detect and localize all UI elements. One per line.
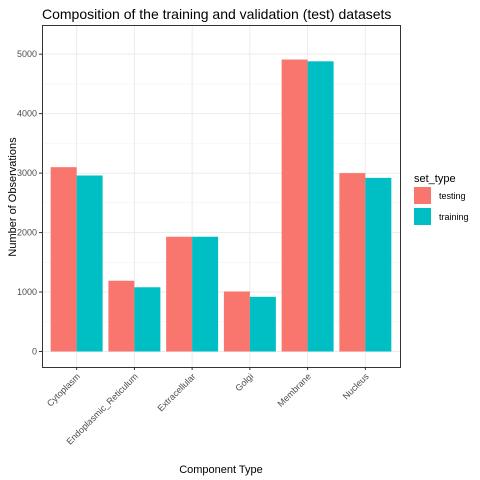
- bar-testing-nucleus: [339, 173, 366, 352]
- bar-training-nucleus: [365, 177, 392, 352]
- legend-title: set_type: [414, 173, 456, 185]
- bar-training-membrane: [307, 61, 334, 352]
- y-tick-label: 3000: [17, 168, 37, 178]
- bar-testing-cytoplasm: [50, 167, 77, 352]
- x-axis-title: Component Type: [179, 464, 263, 476]
- plot-panel-border: [42, 25, 401, 368]
- y-tick-label: 0: [32, 347, 37, 357]
- y-axis-ticks: 0 1000 2000 3000 4000 5000: [17, 49, 42, 357]
- bar-training-golgi: [249, 296, 276, 352]
- bar-training-cytoplasm: [76, 175, 103, 352]
- bar-testing-golgi: [223, 291, 250, 352]
- legend-label-training: training: [439, 212, 469, 222]
- bar-testing-endoplasmic_reticulum: [108, 280, 135, 352]
- legend: set_type testing training: [414, 173, 469, 225]
- y-tick-label: 4000: [17, 109, 37, 119]
- legend-swatch-testing: [414, 187, 431, 204]
- y-tick-label: 5000: [17, 49, 37, 59]
- y-tick-label: 1000: [17, 287, 37, 297]
- bar-testing-extracellular: [166, 236, 193, 352]
- y-tick-label: 2000: [17, 228, 37, 238]
- legend-label-testing: testing: [439, 191, 466, 201]
- bar-testing-membrane: [281, 59, 308, 352]
- chart-title: Composition of the training and validati…: [42, 6, 391, 22]
- bars: [50, 59, 392, 352]
- legend-swatch-training: [414, 208, 431, 225]
- bar-training-extracellular: [192, 236, 219, 352]
- bar-training-endoplasmic_reticulum: [134, 287, 161, 352]
- y-axis-title: Number of Observations: [7, 137, 19, 257]
